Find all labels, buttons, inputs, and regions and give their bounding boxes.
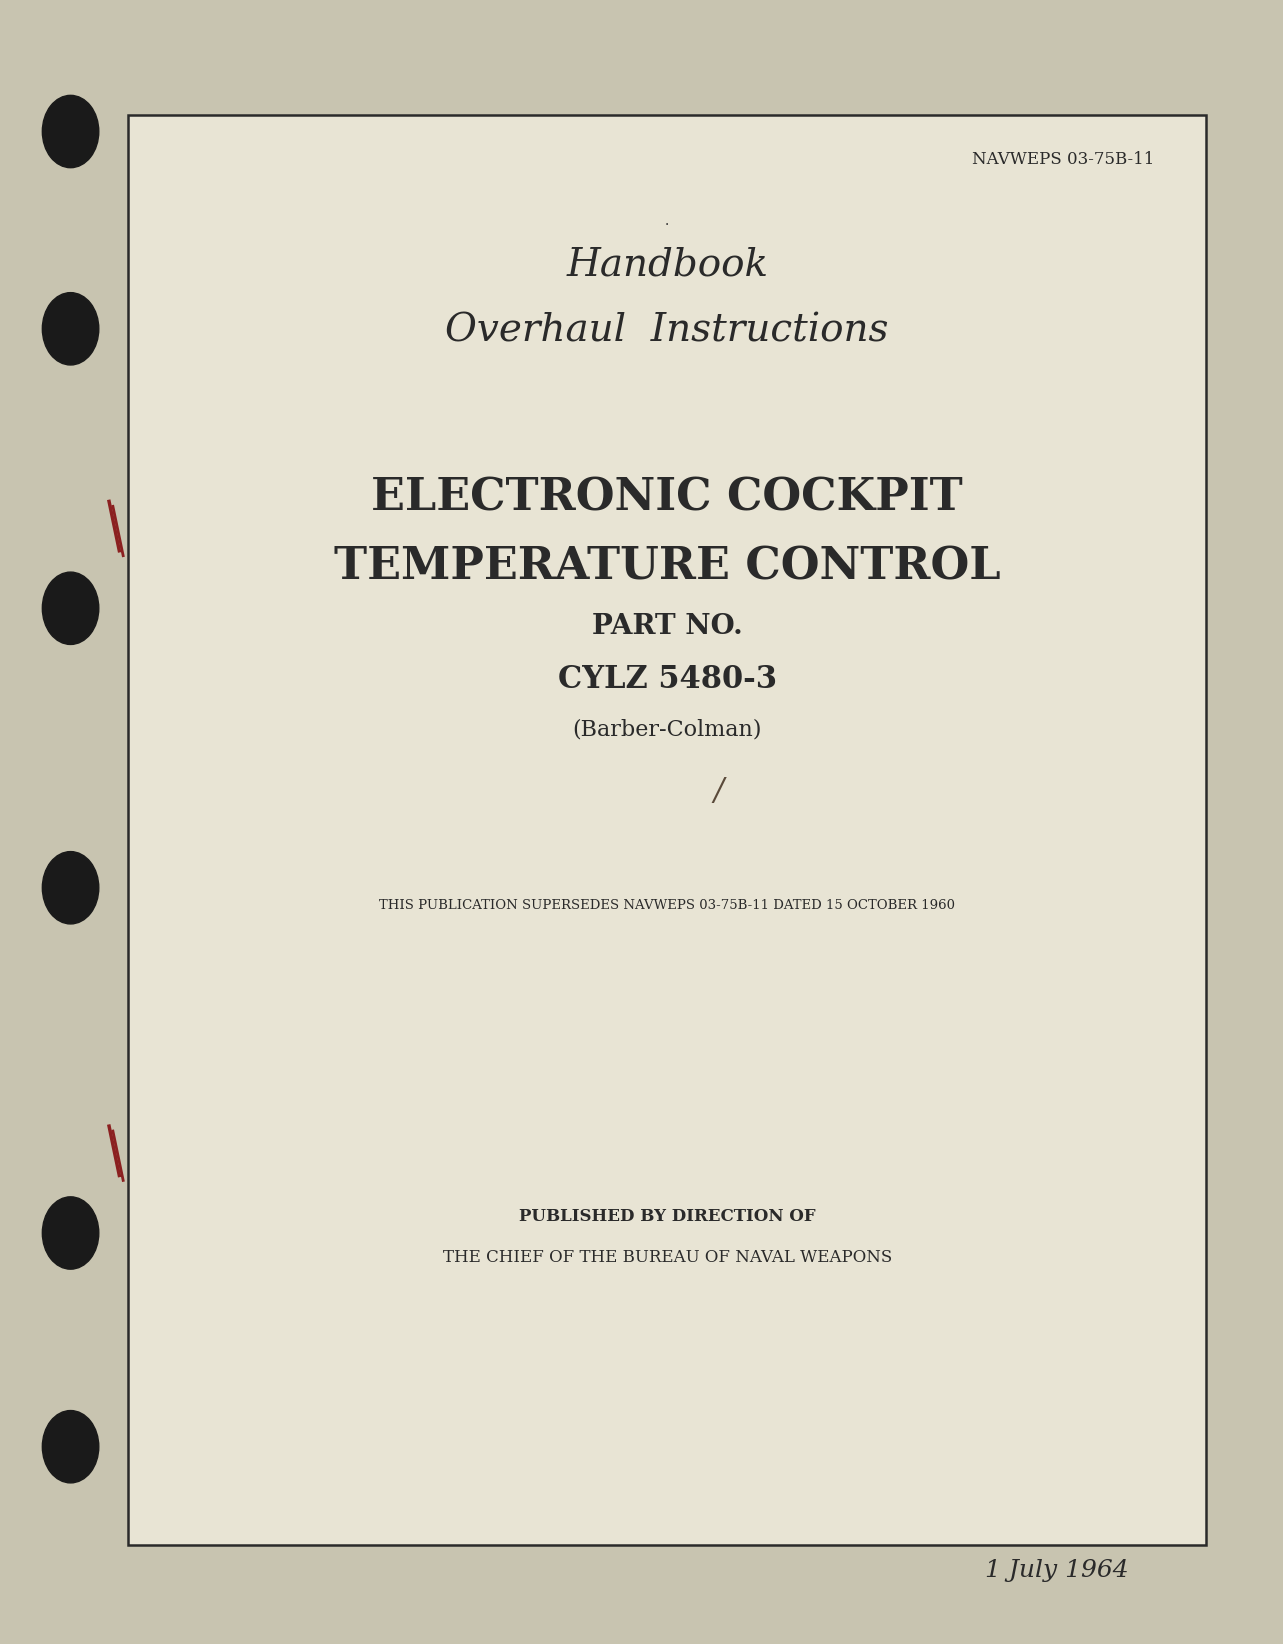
Text: Handbook: Handbook <box>566 247 769 284</box>
Text: TEMPERATURE CONTROL: TEMPERATURE CONTROL <box>334 546 1001 589</box>
Text: 1 July 1964: 1 July 1964 <box>985 1559 1129 1582</box>
FancyBboxPatch shape <box>128 115 1206 1545</box>
Circle shape <box>42 1411 99 1483</box>
Text: (Barber-Colman): (Barber-Colman) <box>572 718 762 740</box>
Text: CYLZ 5480-3: CYLZ 5480-3 <box>558 664 776 695</box>
Text: Overhaul  Instructions: Overhaul Instructions <box>445 312 889 350</box>
Circle shape <box>42 1197 99 1269</box>
Text: THE CHIEF OF THE BUREAU OF NAVAL WEAPONS: THE CHIEF OF THE BUREAU OF NAVAL WEAPONS <box>443 1249 892 1266</box>
Text: THIS PUBLICATION SUPERSEDES NAVWEPS 03-75B-11 DATED 15 OCTOBER 1960: THIS PUBLICATION SUPERSEDES NAVWEPS 03-7… <box>380 899 955 912</box>
Circle shape <box>42 95 99 168</box>
Circle shape <box>42 293 99 365</box>
Text: /: / <box>713 776 724 807</box>
Text: ELECTRONIC COCKPIT: ELECTRONIC COCKPIT <box>371 477 964 520</box>
Text: NAVWEPS 03-75B-11: NAVWEPS 03-75B-11 <box>973 151 1155 168</box>
Text: .: . <box>665 214 670 229</box>
Circle shape <box>42 852 99 924</box>
Text: PART NO.: PART NO. <box>591 613 743 640</box>
Circle shape <box>42 572 99 644</box>
Text: PUBLISHED BY DIRECTION OF: PUBLISHED BY DIRECTION OF <box>518 1208 816 1225</box>
